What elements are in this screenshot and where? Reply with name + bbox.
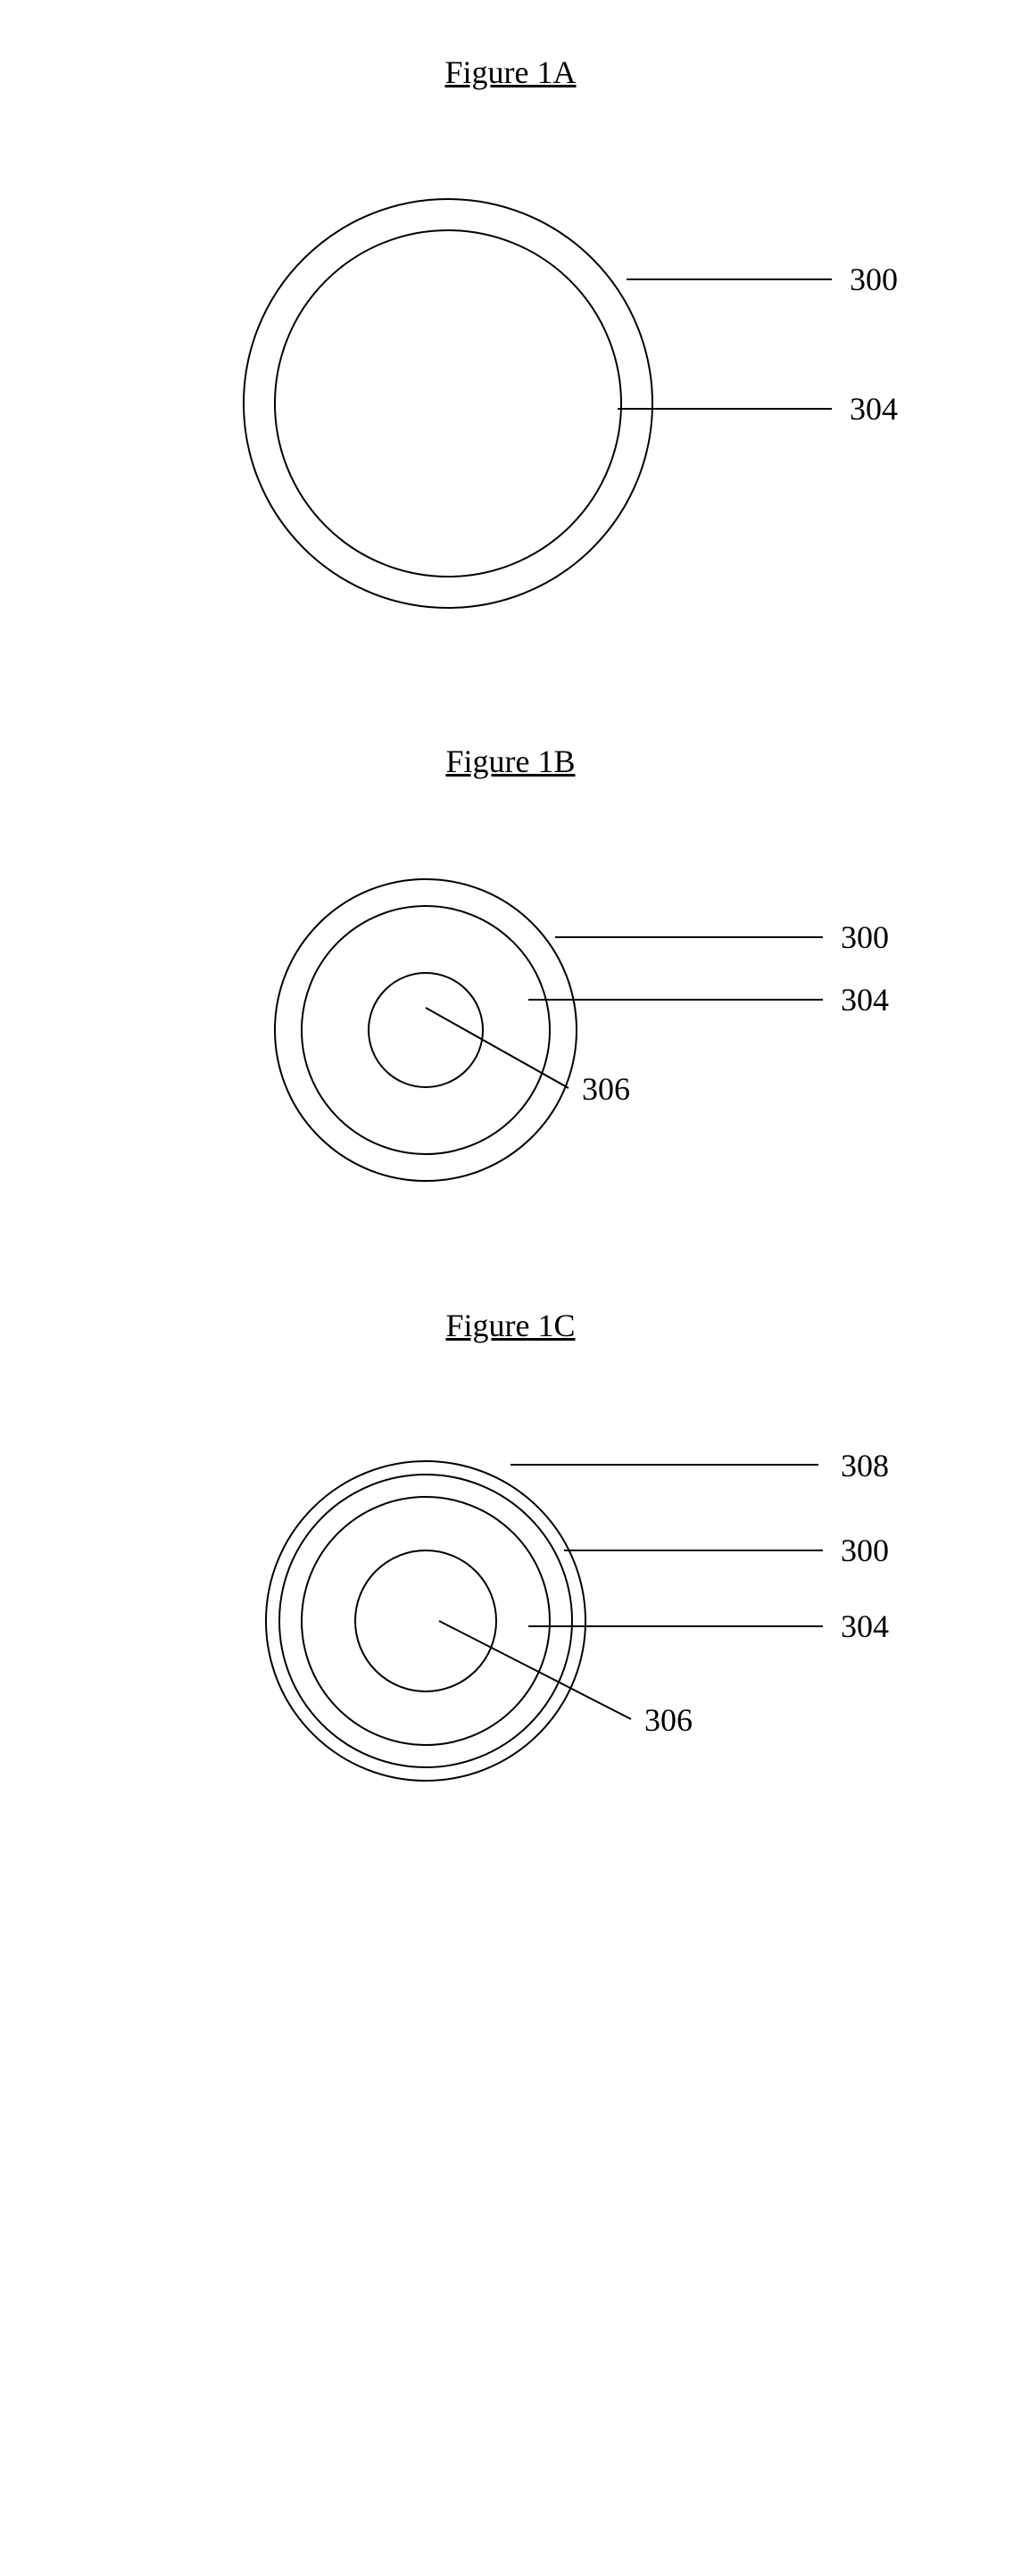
figure-1a-title: Figure 1A bbox=[445, 54, 577, 91]
label-300-b: 300 bbox=[841, 918, 889, 956]
label-304-c: 304 bbox=[841, 1608, 889, 1645]
figure-1a-circles bbox=[243, 198, 653, 609]
leader-304 bbox=[618, 408, 832, 410]
label-306-b: 306 bbox=[582, 1070, 630, 1108]
figure-1b-diagram: 300 304 306 bbox=[109, 843, 912, 1217]
figure-1c-title: Figure 1C bbox=[445, 1307, 575, 1344]
figure-1a: Figure 1A 300 304 bbox=[0, 54, 1021, 636]
label-300-c: 300 bbox=[841, 1532, 889, 1569]
label-304-b: 304 bbox=[841, 981, 889, 1018]
label-300: 300 bbox=[850, 261, 898, 298]
leader-300 bbox=[627, 278, 832, 280]
leader-306-b bbox=[417, 1003, 577, 1101]
label-304: 304 bbox=[850, 390, 898, 428]
leader-306-c bbox=[435, 1616, 640, 1733]
figure-1c-diagram: 308 300 304 306 bbox=[109, 1416, 912, 1826]
figure-1a-diagram: 300 304 bbox=[109, 171, 912, 636]
label-308-c: 308 bbox=[841, 1447, 889, 1484]
circle-304 bbox=[274, 229, 622, 578]
figure-1b: Figure 1B 300 304 306 bbox=[0, 743, 1021, 1217]
leader-304-b bbox=[528, 999, 823, 1001]
leader-308-c bbox=[510, 1442, 832, 1496]
figure-1c: Figure 1C 308 300 304 306 bbox=[0, 1307, 1021, 1826]
label-306-c: 306 bbox=[644, 1701, 693, 1739]
figure-1b-title: Figure 1B bbox=[445, 743, 575, 780]
leader-300-b bbox=[555, 936, 823, 938]
leader-300-c bbox=[564, 1550, 823, 1551]
